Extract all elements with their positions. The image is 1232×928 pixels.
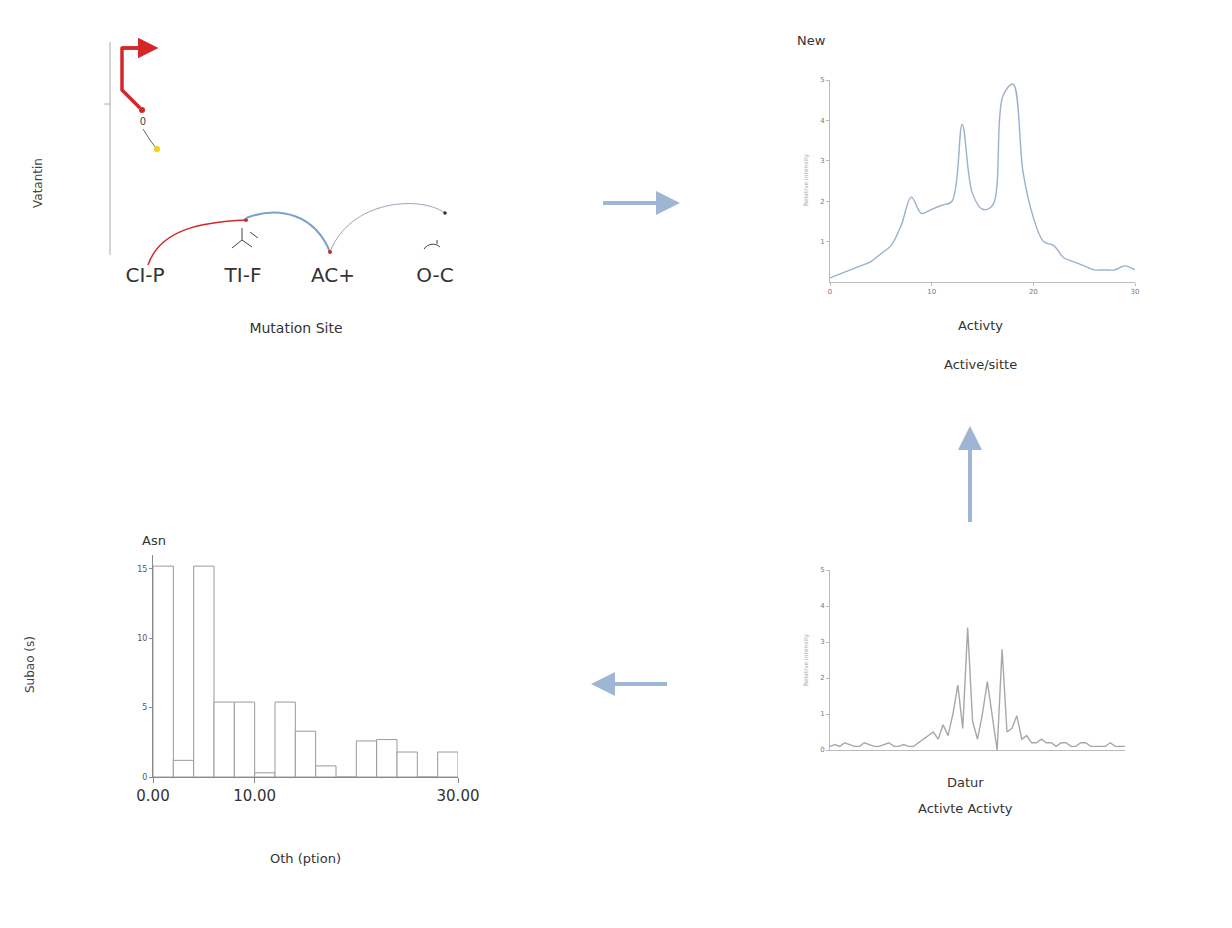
svg-text:10.00: 10.00: [233, 787, 276, 805]
svg-text:Subao (s): Subao (s): [23, 636, 37, 693]
svg-text:Activty: Activty: [958, 318, 1003, 333]
svg-text:0: 0: [820, 746, 824, 754]
svg-text:0.00: 0.00: [136, 787, 169, 805]
svg-text:5: 5: [820, 566, 824, 574]
svg-text:New: New: [797, 33, 826, 48]
svg-text:Active/sitte: Active/sitte: [944, 357, 1017, 372]
svg-text:30.00: 30.00: [437, 787, 480, 805]
svg-text:1: 1: [820, 710, 824, 718]
svg-text:Asn: Asn: [142, 533, 166, 548]
svg-text:3: 3: [820, 157, 824, 165]
svg-text:2: 2: [820, 674, 824, 682]
svg-text:15: 15: [137, 565, 147, 574]
svg-text:Relative intensity: Relative intensity: [802, 153, 810, 206]
svg-text:10: 10: [927, 288, 936, 296]
svg-text:4: 4: [820, 117, 825, 125]
svg-text:5: 5: [820, 76, 824, 84]
svg-text:2: 2: [820, 198, 824, 206]
svg-text:1: 1: [820, 238, 824, 246]
svg-text:30: 30: [1131, 288, 1140, 296]
svg-text:O-C: O-C: [416, 263, 453, 287]
svg-text:0: 0: [140, 116, 146, 127]
svg-text:Oth (ption): Oth (ption): [270, 851, 341, 866]
svg-text:CI-P: CI-P: [125, 263, 164, 287]
svg-text:20: 20: [1029, 288, 1038, 296]
svg-text:AC+: AC+: [311, 263, 355, 287]
svg-text:0: 0: [828, 288, 832, 296]
svg-text:4: 4: [820, 602, 825, 610]
svg-text:10: 10: [137, 634, 147, 643]
svg-text:Activte Activty: Activte Activty: [918, 801, 1013, 816]
svg-text:3: 3: [820, 638, 824, 646]
svg-text:TI-F: TI-F: [224, 263, 262, 287]
svg-text:Mutation Site: Mutation Site: [249, 320, 342, 336]
svg-text:0: 0: [142, 773, 147, 782]
svg-text:Datur: Datur: [947, 775, 984, 790]
svg-text:Relative intensity: Relative intensity: [802, 633, 810, 686]
svg-text:Vatantin: Vatantin: [31, 158, 45, 208]
svg-text:5: 5: [142, 703, 147, 712]
